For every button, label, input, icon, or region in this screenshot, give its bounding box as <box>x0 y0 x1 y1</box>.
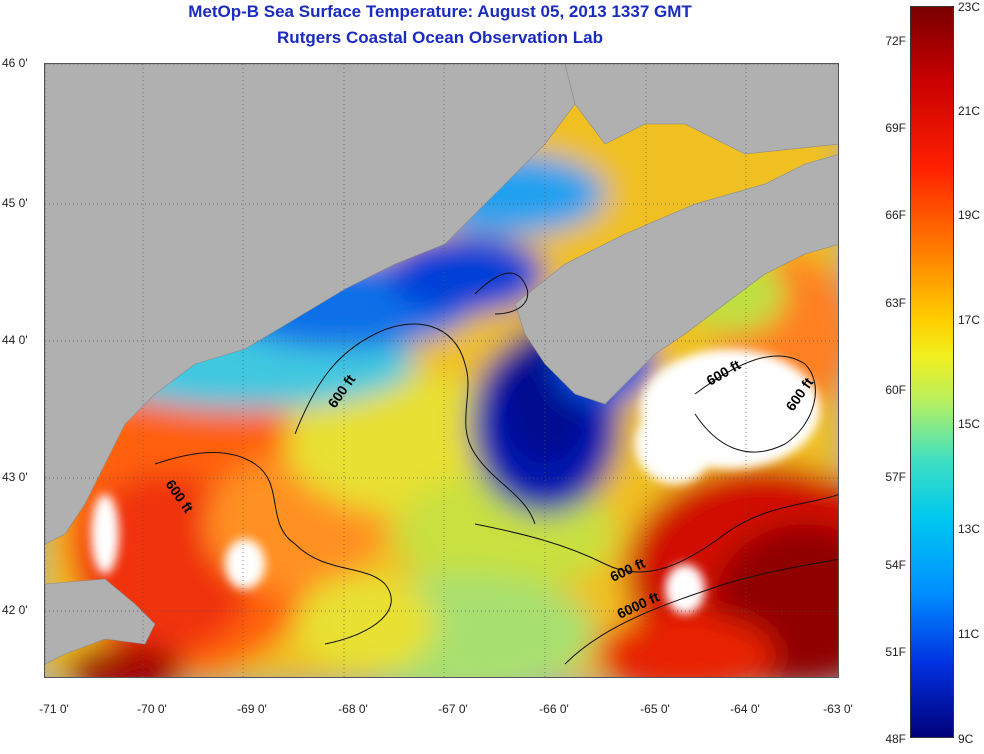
colorbar-label-c: 9C <box>958 732 974 746</box>
map-title: MetOp-B Sea Surface Temperature: August … <box>188 2 692 21</box>
lon-label: -66 0' <box>539 702 569 716</box>
land <box>45 64 838 665</box>
lat-label: 42 0' <box>2 603 28 617</box>
sst-map: 600 ft 600 ft 600 ft 600 ft 600 ft 6000 … <box>44 63 839 678</box>
lon-label: -68 0' <box>338 702 368 716</box>
lat-label: 44 0' <box>2 333 28 347</box>
colorbar-label-f: 60F <box>885 383 906 397</box>
lon-label: -70 0' <box>137 702 167 716</box>
colorbar-label-c: 23C <box>958 0 981 14</box>
lon-label: -65 0' <box>640 702 670 716</box>
graticule <box>45 64 838 677</box>
lon-label: -64 0' <box>730 702 760 716</box>
colorbar-label-f: 57F <box>885 470 906 484</box>
colorbar-label-c: 15C <box>958 417 981 431</box>
colorbar-label-f: 63F <box>885 296 906 310</box>
lon-label: -67 0' <box>438 702 468 716</box>
colorbar-label-c: 17C <box>958 313 981 327</box>
depth-contours <box>154 272 838 665</box>
lon-label: -71 0' <box>39 702 69 716</box>
colorbar-label-f: 72F <box>885 34 906 48</box>
colorbar-label-f: 54F <box>885 558 906 572</box>
sst-map-graphic: 600 ft 600 ft 600 ft 600 ft 600 ft 6000 … <box>45 64 838 677</box>
lon-label: -69 0' <box>237 702 267 716</box>
colorbar-label-f: 69F <box>885 121 906 135</box>
colorbar-label-c: 11C <box>958 627 980 641</box>
lat-label: 43 0' <box>2 470 28 484</box>
colorbar-label-c: 13C <box>958 522 981 536</box>
map-subtitle: Rutgers Coastal Ocean Observation Lab <box>277 28 603 47</box>
colorbar-label-c: 21C <box>958 104 981 118</box>
colorbar-label-f: 51F <box>885 645 906 659</box>
colorbar-label-c: 19C <box>958 208 981 222</box>
colorbar-label-f: 66F <box>885 208 906 222</box>
colorbar-label-f: 48F <box>885 732 906 746</box>
lat-label: 46 0' <box>2 56 28 70</box>
lon-label: -63 0' <box>823 702 853 716</box>
temperature-colorbar <box>910 6 954 738</box>
lat-label: 45 0' <box>2 196 28 210</box>
